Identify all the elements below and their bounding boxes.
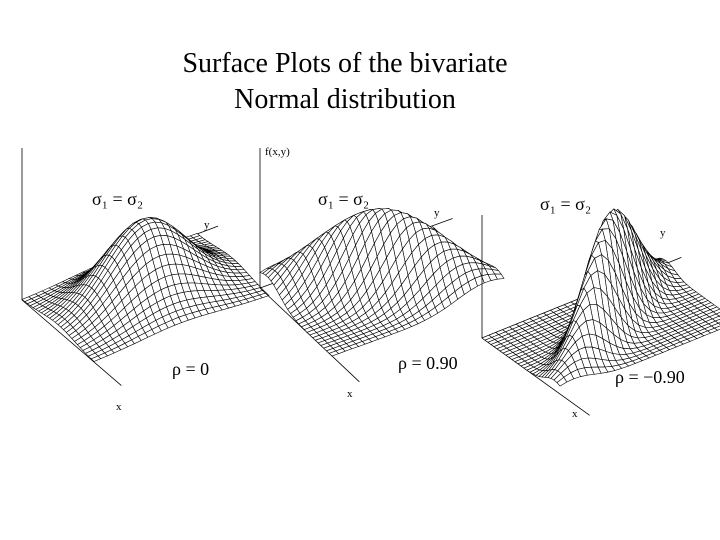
title-line: Surface Plots of the bivariate [182,48,507,79]
y-axis-label: y [660,227,666,239]
surface-cell [328,350,340,357]
surface-cell [90,355,102,362]
x-axis-label: x [116,401,122,413]
y-axis-label: y [434,207,440,219]
rho-label: ρ = 0.90 [398,353,458,373]
axis-line [21,299,122,386]
rho-label: ρ = 0 [172,359,209,379]
f-label: f(x,y) [265,146,290,158]
surface-cell [556,376,568,387]
rho-label: ρ = −0.90 [615,367,685,387]
y-axis-label: y [204,219,210,231]
x-axis-label: x [572,408,578,420]
sigma-label: σ₁ = σ₂ [318,189,369,209]
sigma-label: σ₁ = σ₂ [540,194,591,214]
x-axis-label: x [347,388,353,400]
sigma-label: σ₁ = σ₂ [92,189,143,209]
title-line: Normal distribution [234,84,456,115]
